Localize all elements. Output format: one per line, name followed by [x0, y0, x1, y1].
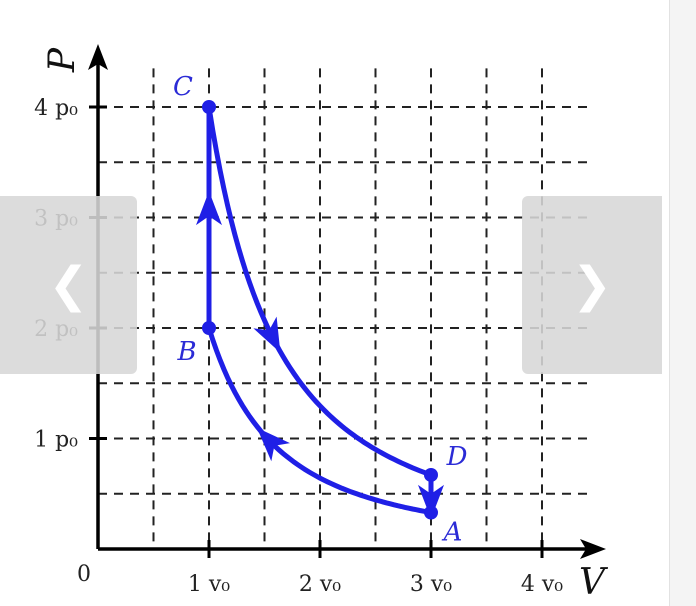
- point-d: [424, 467, 438, 482]
- path-a-b: [206, 325, 434, 515]
- x-tick-label: 1 v₀: [188, 572, 230, 597]
- x-axis-label: V: [579, 562, 609, 603]
- x-tick-label: 4 v₀: [521, 572, 563, 597]
- y-axis-label: P: [42, 47, 83, 73]
- point-b: [202, 321, 216, 335]
- grid: [98, 68, 590, 549]
- next-image-button[interactable]: ❯: [522, 196, 662, 374]
- path-c-d-arrow: [253, 316, 281, 353]
- point-a: [424, 505, 438, 520]
- path-a-b-arrow: [256, 427, 290, 462]
- path-c-d: [206, 104, 434, 478]
- cycle-points: [202, 100, 438, 520]
- y-tick-label: 4 p₀: [34, 96, 78, 121]
- point-c: [202, 100, 216, 114]
- previous-image-button[interactable]: ❮: [0, 196, 137, 374]
- path-d-a-arrow: [418, 484, 444, 519]
- x-tick-label: 3 v₀: [410, 572, 452, 597]
- cycle-paths: [196, 104, 444, 519]
- y-tick-label: 1 p₀: [34, 428, 78, 453]
- origin-label: 0: [77, 562, 91, 587]
- scrollbar[interactable]: [669, 0, 696, 606]
- x-tick-label: 2 v₀: [299, 572, 341, 597]
- point-label-c: C: [173, 72, 193, 102]
- x-axis-arrowhead: [580, 539, 606, 559]
- ticks: [89, 105, 544, 558]
- chevron-left-icon: ❮: [48, 257, 89, 313]
- chevron-right-icon: ❯: [571, 257, 613, 313]
- point-label-a: A: [442, 518, 463, 548]
- y-axis-arrowhead: [88, 44, 108, 70]
- path-b-c-arrow: [196, 191, 222, 226]
- point-label-d: D: [446, 442, 468, 472]
- point-label-b: B: [176, 337, 196, 367]
